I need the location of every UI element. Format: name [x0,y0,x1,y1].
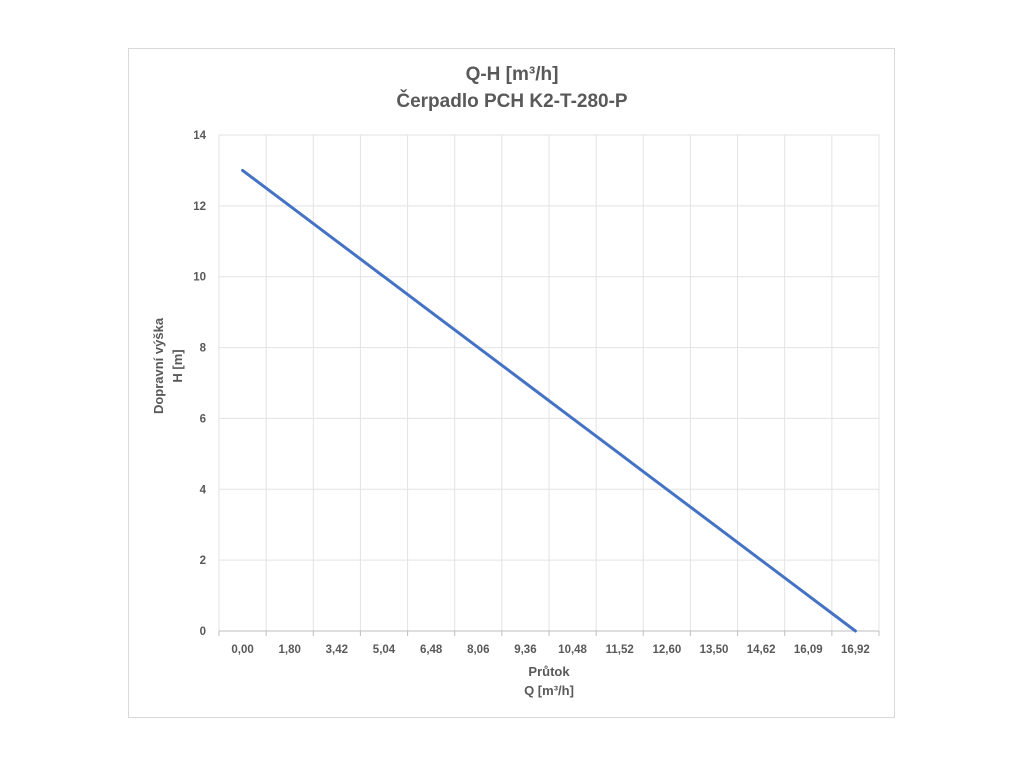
y-tick-label: 2 [200,555,206,567]
x-tick-label: 14,62 [747,644,776,656]
x-tick-label: 10,48 [558,644,587,656]
x-axis-title-line1: Průtok [528,664,570,679]
data-point [618,452,621,456]
series-layer [241,168,857,633]
data-point [854,629,857,633]
x-tick-label: 8,06 [467,644,489,656]
x-tick-label: 12,60 [652,644,681,656]
x-tick-label: 5,04 [373,644,396,656]
y-tick-label: 4 [200,484,207,496]
chart-frame: Q-H [m³/h] Čerpadlo PCH K2-T-280-P 0 2 4 6 8… [128,48,895,718]
y-tick-label: 14 [193,130,206,142]
x-tick-labels: 0,00 1,80 3,42 5,04 6,48 8,06 9,36 10,48 11,52 12… [231,644,869,656]
x-tick-label: 16,92 [841,644,870,656]
x-tick-label: 0,00 [231,644,253,656]
x-tick-label: 9,36 [514,644,536,656]
x-tick-label: 6,48 [420,644,443,656]
x-axis-title-line2: Q [m³/h] [524,683,574,698]
data-point [335,240,339,243]
chart-svg: Q-H [m³/h] Čerpadlo PCH K2-T-280-P 0 2 4 6 8… [151,64,880,698]
data-point [477,346,480,349]
chart-subtitle: Čerpadlo PCH K2-T-280-P [396,90,628,112]
x-tick-label: 1,80 [279,644,301,656]
x-tick-label: 16,09 [794,644,823,656]
x-tick-label: 3,42 [326,644,348,656]
data-point [241,169,244,172]
data-point [807,594,810,597]
y-axis-title-line1: Dopravní výška [151,317,166,414]
data-point [712,523,716,526]
data-point [665,488,669,491]
data-point [759,558,763,562]
y-tick-label: 10 [193,272,206,284]
y-tick-label: 8 [200,343,207,355]
data-point [288,204,291,208]
y-axis-title-line2: H [m] [170,349,185,382]
y-tick-labels: 0 2 4 6 8 10 12 14 [193,130,206,638]
grid-layer [218,134,880,636]
y-tick-label: 0 [200,626,206,638]
data-point [429,310,433,314]
x-tick-label: 11,52 [606,644,634,656]
y-tick-label: 6 [200,413,206,425]
data-point [382,275,386,278]
chart-title: Q-H [m³/h] [466,64,559,85]
x-tick-label: 13,50 [700,644,729,656]
data-point [571,417,574,420]
y-tick-label: 12 [193,201,206,213]
data-point [524,381,527,385]
series-line [241,168,857,633]
